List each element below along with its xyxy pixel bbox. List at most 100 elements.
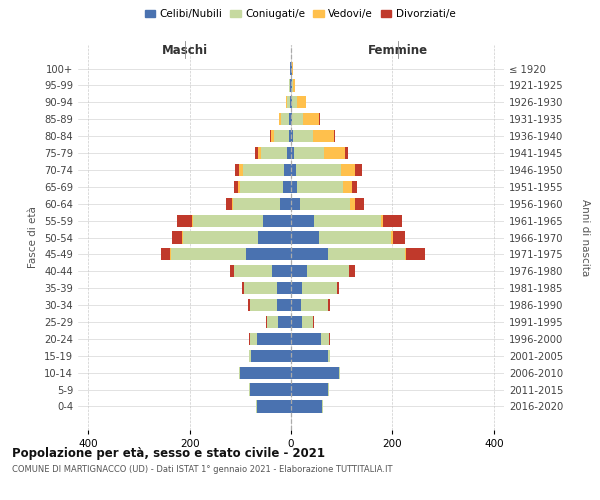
Bar — [291, 180, 297, 193]
Bar — [260, 147, 287, 159]
Bar — [289, 130, 291, 142]
Bar — [250, 299, 277, 311]
Bar — [291, 400, 322, 412]
Bar — [349, 265, 355, 278]
Bar — [334, 130, 335, 142]
Bar — [355, 164, 362, 176]
Bar — [244, 164, 284, 176]
Text: Femmine: Femmine — [367, 44, 428, 57]
Bar — [280, 113, 281, 126]
Bar — [240, 180, 283, 193]
Bar — [239, 366, 240, 378]
Bar — [355, 198, 364, 210]
Bar — [182, 232, 183, 243]
Bar — [240, 366, 291, 378]
Bar — [303, 113, 319, 126]
Bar — [226, 198, 232, 210]
Bar — [291, 282, 302, 294]
Y-axis label: Anni di nascita: Anni di nascita — [580, 199, 590, 276]
Bar — [345, 147, 348, 159]
Bar — [291, 299, 301, 311]
Bar — [302, 282, 337, 294]
Bar — [314, 214, 381, 226]
Bar — [239, 164, 244, 176]
Bar — [287, 147, 291, 159]
Bar — [300, 198, 350, 210]
Bar — [291, 265, 307, 278]
Bar — [302, 316, 313, 328]
Bar — [350, 198, 355, 210]
Bar — [233, 198, 280, 210]
Bar — [291, 248, 328, 260]
Bar — [258, 232, 291, 243]
Text: Popolazione per età, sesso e stato civile - 2021: Popolazione per età, sesso e stato civil… — [12, 448, 325, 460]
Bar — [313, 130, 334, 142]
Bar — [291, 147, 294, 159]
Bar — [341, 164, 355, 176]
Bar — [286, 96, 287, 108]
Bar — [307, 265, 349, 278]
Bar — [313, 316, 314, 328]
Bar — [328, 350, 330, 362]
Bar — [248, 299, 250, 311]
Bar — [177, 214, 192, 226]
Bar — [291, 333, 322, 345]
Bar — [249, 350, 251, 362]
Bar — [292, 113, 303, 126]
Bar — [284, 164, 291, 176]
Bar — [233, 265, 272, 278]
Bar — [274, 130, 289, 142]
Bar — [301, 299, 328, 311]
Bar — [272, 265, 291, 278]
Bar — [172, 232, 182, 243]
Bar — [328, 248, 404, 260]
Bar — [266, 316, 267, 328]
Bar — [289, 113, 291, 126]
Bar — [393, 232, 405, 243]
Bar — [322, 333, 329, 345]
Bar — [325, 147, 345, 159]
Bar — [257, 147, 260, 159]
Bar — [271, 130, 274, 142]
Text: Maschi: Maschi — [161, 44, 208, 57]
Bar — [343, 180, 352, 193]
Bar — [230, 265, 233, 278]
Bar — [289, 80, 290, 92]
Bar — [233, 180, 238, 193]
Bar — [287, 96, 290, 108]
Bar — [256, 147, 257, 159]
Bar — [328, 384, 329, 396]
Bar — [257, 400, 291, 412]
Legend: Celibi/Nubili, Coniugati/e, Vedovi/e, Divorziati/e: Celibi/Nubili, Coniugati/e, Vedovi/e, Di… — [140, 5, 460, 24]
Bar — [291, 366, 339, 378]
Bar — [172, 248, 247, 260]
Bar — [192, 214, 193, 226]
Bar — [251, 350, 291, 362]
Bar — [381, 214, 383, 226]
Text: COMUNE DI MARTIGNACCO (UD) - Dati ISTAT 1° gennaio 2021 - Elaborazione TUTTITALI: COMUNE DI MARTIGNACCO (UD) - Dati ISTAT … — [12, 466, 392, 474]
Bar — [328, 299, 329, 311]
Bar — [322, 400, 323, 412]
Bar — [406, 248, 425, 260]
Bar — [247, 248, 291, 260]
Bar — [291, 384, 328, 396]
Bar — [291, 198, 300, 210]
Bar — [294, 147, 325, 159]
Bar — [161, 248, 170, 260]
Bar — [291, 214, 314, 226]
Bar — [277, 299, 291, 311]
Bar — [291, 350, 328, 362]
Bar — [193, 214, 263, 226]
Bar — [257, 333, 291, 345]
Bar — [242, 282, 244, 294]
Bar — [297, 180, 343, 193]
Bar — [404, 248, 406, 260]
Bar — [250, 333, 257, 345]
Bar — [352, 180, 357, 193]
Bar — [244, 282, 277, 294]
Bar — [291, 113, 292, 126]
Bar — [293, 80, 295, 92]
Bar — [339, 366, 340, 378]
Bar — [296, 164, 341, 176]
Y-axis label: Fasce di età: Fasce di età — [28, 206, 38, 268]
